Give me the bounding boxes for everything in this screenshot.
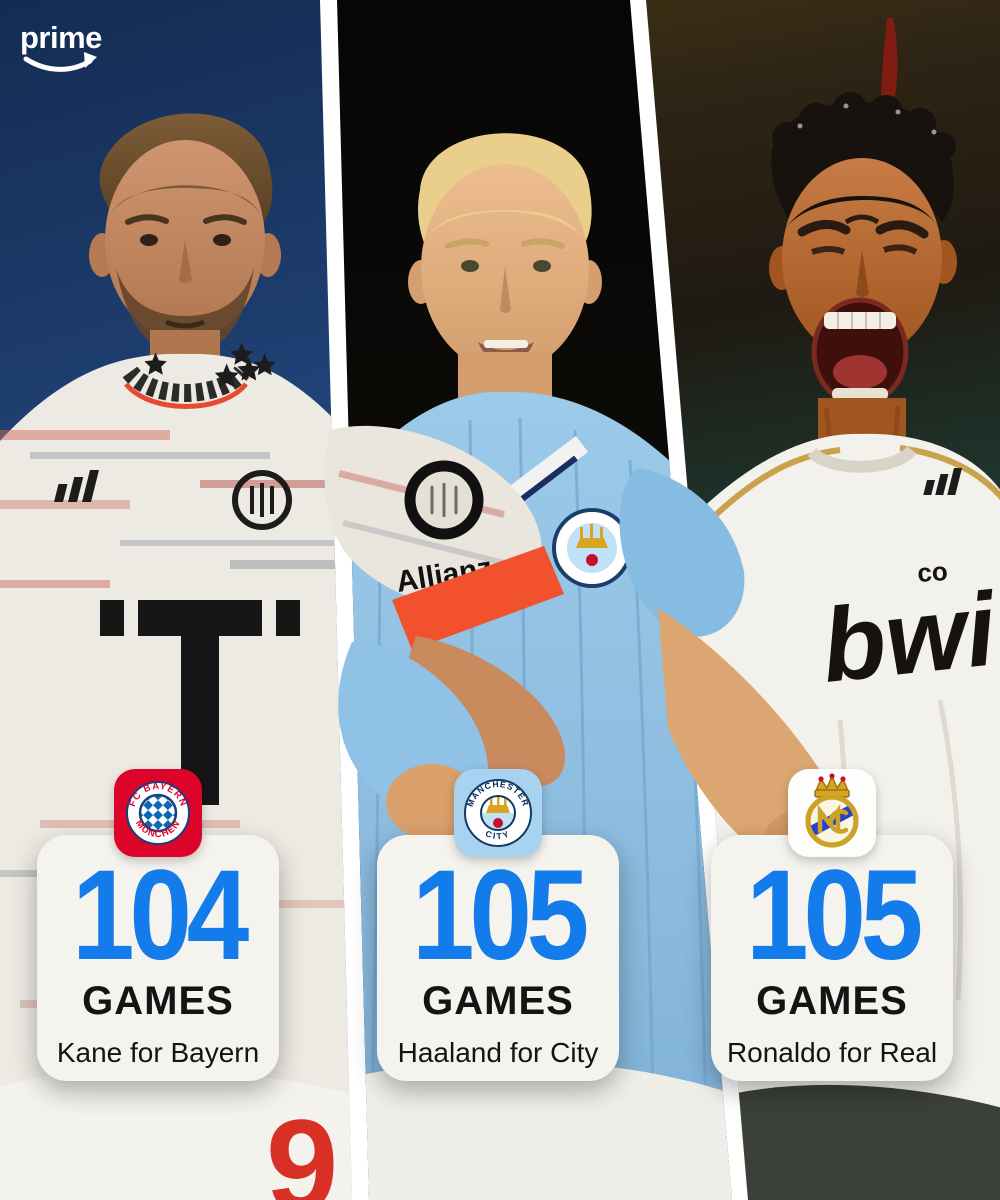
svg-text:CITY: CITY [484, 828, 512, 841]
prime-logo: prime [20, 20, 103, 72]
stat-caption: Ronaldo for Real [726, 1036, 938, 1068]
city-chest-badge [552, 508, 632, 588]
prime-smile-arrow-icon [23, 56, 93, 72]
prime-logo-text: prime [20, 20, 102, 55]
games-unit-label: GAMES [756, 978, 908, 1023]
etihad-partial-text: AD [408, 564, 500, 636]
bayern-badge: FC BAYERN MÜNCHEN [114, 769, 202, 857]
stat-card-haaland: MANCHESTER CITY 105 GAMES Haaland for Ci… [377, 769, 619, 1081]
games-count: 105 [411, 844, 589, 987]
city-badge-bottom-text: CITY [484, 828, 510, 841]
real-madrid-badge [788, 769, 876, 857]
games-count: 105 [745, 844, 923, 987]
games-unit-label: GAMES [82, 978, 234, 1023]
bwin-sponsor-text: bwin [816, 565, 1000, 705]
stat-card-kane: FC BAYERN MÜNCHEN 104 GAMES Kane for Bay… [37, 769, 279, 1081]
bwin-suffix-text: co [916, 556, 948, 588]
games-count: 104 [71, 844, 249, 987]
stat-caption: Haaland for City [397, 1036, 599, 1068]
stat-card-ronaldo: 105 GAMES Ronaldo for Real [711, 769, 953, 1081]
stat-caption: Kane for Bayern [56, 1036, 260, 1068]
games-unit-label: GAMES [422, 978, 574, 1023]
man-city-badge: MANCHESTER CITY [454, 769, 542, 857]
kane-shorts-number: 9 [266, 1092, 338, 1200]
